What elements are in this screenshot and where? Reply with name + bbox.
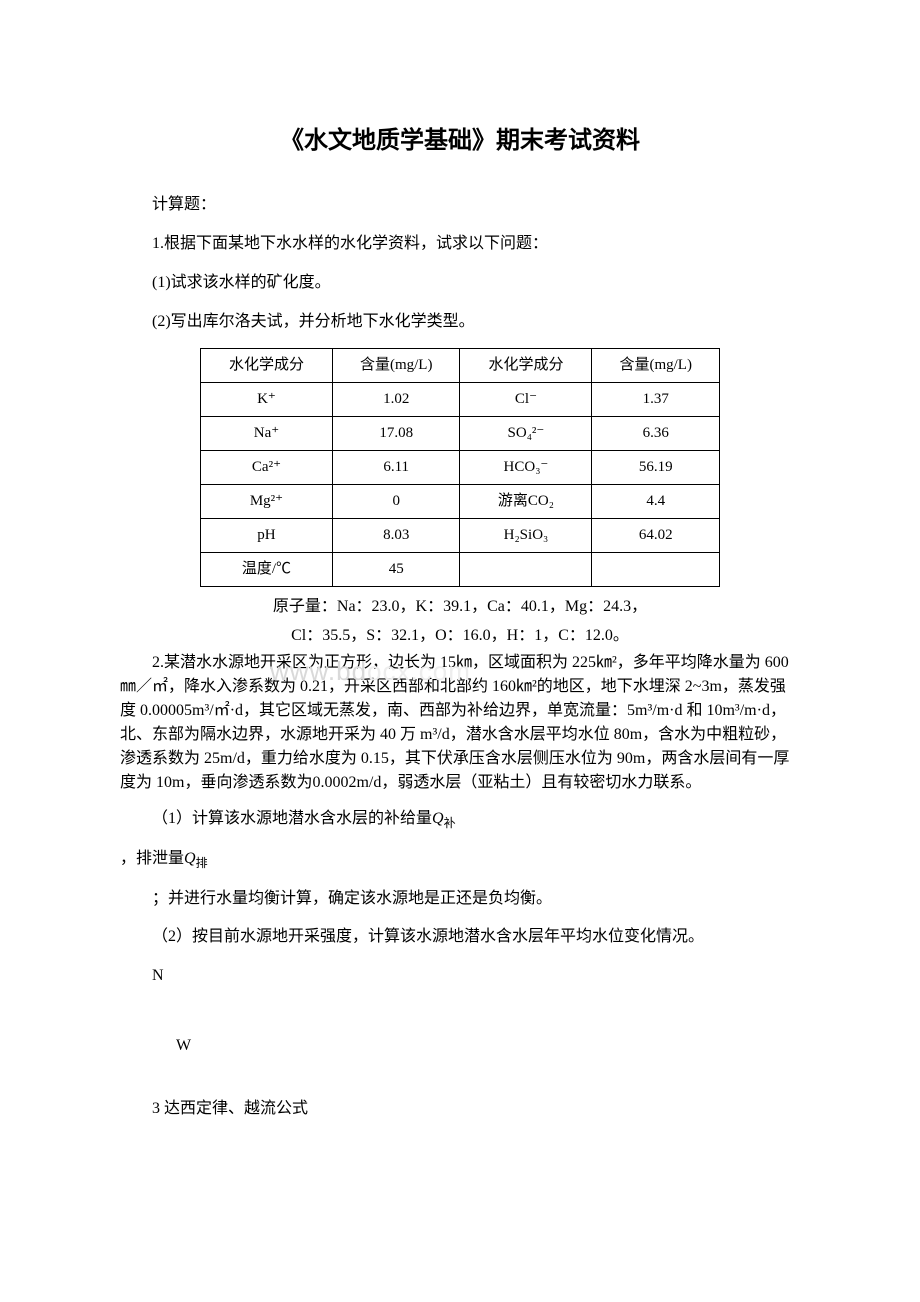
table-cell: K⁺ (201, 383, 333, 417)
table-header: 含量(mg/L) (332, 349, 460, 383)
table-row: 温度/℃ 45 (201, 553, 720, 587)
chemistry-table: 水化学成分 含量(mg/L) 水化学成分 含量(mg/L) K⁺ 1.02 Cl… (200, 348, 720, 587)
table-cell: H₂SiO₃ (460, 519, 592, 553)
table-cell: 1.02 (332, 383, 460, 417)
table-cell: Na⁺ (201, 417, 333, 451)
atomic-weights-line2: Cl：35.5，S：32.1，O：16.0，H：1，C：12.0。 (120, 622, 800, 651)
q2-part1-line1: （1）计算该水源地潜水含水层的补给量Q补 (120, 805, 800, 835)
table-cell: 8.03 (332, 519, 460, 553)
q1-part-a: (1)试求该水样的矿化度。 (120, 269, 800, 298)
table-header-row: 水化学成分 含量(mg/L) 水化学成分 含量(mg/L) (201, 349, 720, 383)
q2-part1-mid: ，排泄量 (120, 850, 184, 867)
table-cell: 17.08 (332, 417, 460, 451)
table-cell (592, 553, 720, 587)
q-bu-symbol: Q (432, 810, 444, 827)
table-row: pH 8.03 H₂SiO₃ 64.02 (201, 519, 720, 553)
table-cell: pH (201, 519, 333, 553)
table-cell: SO₄²⁻ (460, 417, 592, 451)
table-cell: 56.19 (592, 451, 720, 485)
table-cell (460, 553, 592, 587)
table-header: 含量(mg/L) (592, 349, 720, 383)
table-cell: HCO₃⁻ (460, 451, 592, 485)
table-cell: Ca²⁺ (201, 451, 333, 485)
w-label: W (120, 1032, 800, 1061)
q1-part-b: (2)写出库尔洛夫试，并分析地下水化学类型。 (120, 308, 800, 337)
table-cell: 1.37 (592, 383, 720, 417)
q1-stem: 1.根据下面某地下水水样的水化学资料，试求以下问题： (120, 230, 800, 259)
table-cell: Cl⁻ (460, 383, 592, 417)
table-cell: 温度/℃ (201, 553, 333, 587)
atomic-weights-line1: 原子量：Na：23.0，K：39.1，Ca：40.1，Mg：24.3， (120, 593, 800, 622)
table-cell: Mg²⁺ (201, 485, 333, 519)
table-row: Ca²⁺ 6.11 HCO₃⁻ 56.19 (201, 451, 720, 485)
q3-stem: 3 达西定律、越流公式 (120, 1095, 800, 1124)
table-cell: 游离CO₂ (460, 485, 592, 519)
q2-part1-prefix: （1）计算该水源地潜水含水层的补给量 (152, 810, 432, 827)
q2-part2: （2）按目前水源地开采强度，计算该水源地潜水含水层年平均水位变化情况。 (120, 923, 800, 952)
table-cell: 6.36 (592, 417, 720, 451)
table-cell: 45 (332, 553, 460, 587)
table-cell: 6.11 (332, 451, 460, 485)
q2-stem: 2.某潜水水源地开采区为正方形，边长为 15㎞，区域面积为 225㎞²，多年平均… (120, 651, 800, 795)
table-row: Na⁺ 17.08 SO₄²⁻ 6.36 (201, 417, 720, 451)
q2-part1-line2: ，排泄量Q排 (120, 845, 800, 875)
q-bu-subscript: 补 (444, 816, 456, 830)
table-header: 水化学成分 (201, 349, 333, 383)
table-row: K⁺ 1.02 Cl⁻ 1.37 (201, 383, 720, 417)
q-pai-symbol: Q (184, 850, 196, 867)
q2-part1-suffix: ；并进行水量均衡计算，确定该水源地是正还是负均衡。 (120, 885, 800, 914)
n-label: N (120, 962, 800, 991)
section-label: 计算题： (120, 191, 800, 220)
table-cell: 4.4 (592, 485, 720, 519)
table-cell: 64.02 (592, 519, 720, 553)
q-pai-subscript: 排 (196, 856, 208, 870)
table-row: Mg²⁺ 0 游离CO₂ 4.4 (201, 485, 720, 519)
page-title: 《水文地质学基础》期末考试资料 (120, 120, 800, 163)
table-cell: 0 (332, 485, 460, 519)
table-header: 水化学成分 (460, 349, 592, 383)
